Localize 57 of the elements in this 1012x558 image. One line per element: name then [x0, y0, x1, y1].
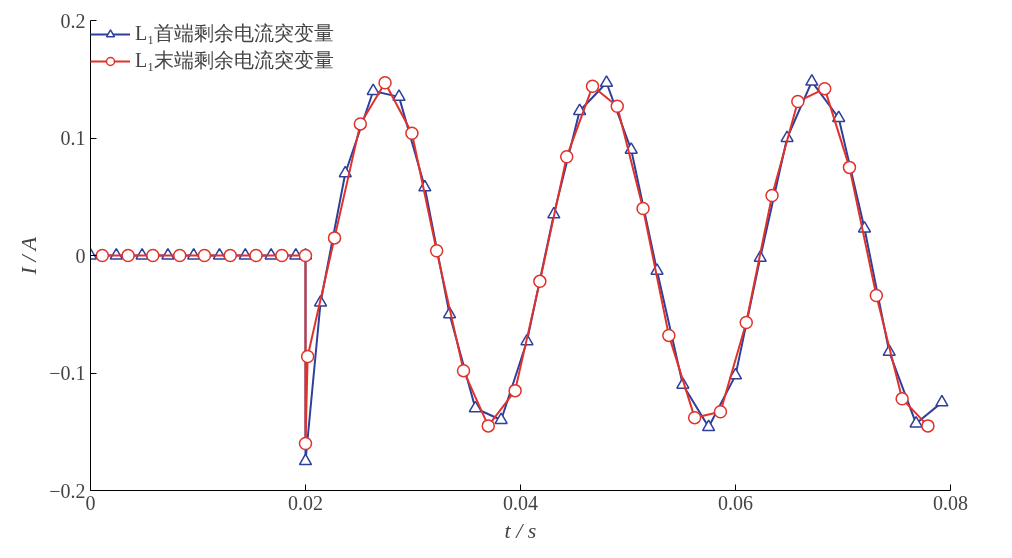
point — [533, 274, 547, 289]
x-tick-label: 0.04 — [503, 491, 538, 514]
point — [559, 150, 574, 164]
point — [405, 126, 419, 141]
y-tick-label: 0.1 — [60, 127, 86, 149]
y-tick-label: −0.1 — [49, 362, 86, 384]
point — [327, 231, 342, 245]
point — [300, 349, 315, 364]
point — [791, 94, 805, 109]
point — [298, 453, 313, 466]
y-tick-label: 0.2 — [60, 9, 86, 32]
point — [121, 248, 135, 263]
x-tick-label: 0.08 — [933, 491, 968, 514]
point — [842, 160, 857, 175]
point — [909, 415, 923, 428]
point — [713, 405, 728, 419]
point — [494, 412, 508, 425]
point — [599, 75, 614, 87]
point — [869, 288, 884, 303]
legend-label: L₁首端剩余电流突变量 — [135, 21, 335, 46]
point — [739, 315, 753, 330]
point — [366, 83, 380, 96]
point — [378, 76, 392, 90]
point — [636, 201, 650, 216]
point — [146, 248, 160, 263]
point — [895, 392, 909, 406]
point — [298, 436, 313, 451]
point — [728, 367, 743, 380]
point — [765, 188, 779, 203]
legend-label: L₁末端剩余电流突变量 — [135, 48, 335, 73]
y-axis-title: I / A — [16, 236, 42, 276]
point — [353, 117, 368, 131]
point — [197, 248, 212, 263]
point — [508, 383, 522, 398]
x-tick-label: 0.06 — [718, 491, 753, 514]
point — [481, 419, 495, 433]
point — [687, 410, 702, 425]
point — [392, 89, 406, 102]
point — [456, 363, 471, 378]
point — [817, 81, 832, 96]
point — [935, 394, 949, 407]
x-axis-title: t / s — [504, 517, 537, 543]
point — [662, 328, 676, 343]
point — [429, 244, 444, 258]
point — [921, 419, 935, 433]
point — [249, 248, 263, 263]
point — [585, 79, 600, 94]
point — [610, 99, 624, 114]
point — [275, 248, 289, 263]
y-tick-label: −0.2 — [49, 479, 86, 502]
point — [95, 248, 110, 263]
point — [223, 248, 237, 263]
point — [805, 73, 819, 86]
point — [172, 248, 187, 263]
point — [701, 419, 716, 432]
x-tick-label: 0.02 — [288, 491, 323, 514]
y-tick-label: 0 — [75, 244, 86, 267]
